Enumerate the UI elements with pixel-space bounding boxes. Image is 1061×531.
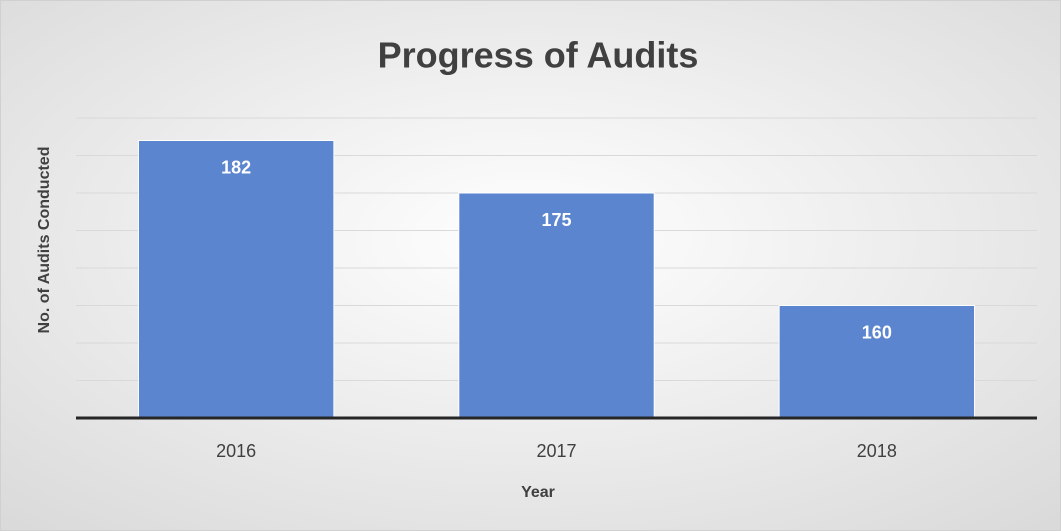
data-label: 175	[541, 210, 571, 230]
x-tick-label: 2017	[536, 441, 576, 461]
data-label: 182	[221, 157, 251, 177]
x-tick-label: 2016	[216, 441, 256, 461]
bar	[137, 140, 335, 419]
bar	[458, 192, 655, 419]
x-tick-label: 2018	[857, 441, 897, 461]
data-label: 160	[862, 322, 892, 342]
chart-title: Progress of Audits	[378, 35, 699, 76]
y-axis-label: No. of Audits Conducted	[36, 147, 53, 334]
x-axis-label: Year	[521, 484, 555, 501]
